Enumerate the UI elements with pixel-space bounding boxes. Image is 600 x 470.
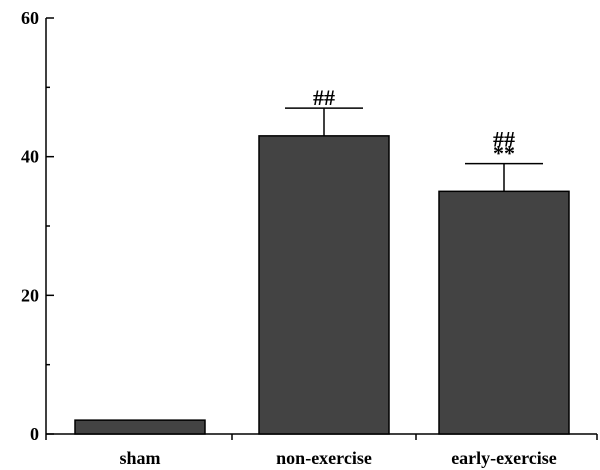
error-bars-layer — [285, 107, 543, 192]
bar — [438, 190, 570, 435]
x-category-label: non-exercise — [276, 448, 372, 468]
labels-layer: sham non-exercise##early-exercise##** — [119, 85, 556, 468]
significance-annotation: ## — [313, 85, 335, 110]
y-tick-label: 40 — [21, 147, 39, 167]
bar — [74, 419, 206, 435]
y-tick-label: 0 — [30, 424, 39, 444]
x-category-label: early-exercise — [451, 448, 557, 468]
bars-layer — [74, 135, 570, 435]
significance-annotation: ## — [493, 127, 515, 152]
significance-annotation: ** — [493, 141, 515, 166]
x-category-label: sham — [119, 448, 160, 468]
y-tick-label: 20 — [21, 285, 39, 305]
bar — [258, 135, 390, 435]
y-tick-label: 60 — [21, 8, 39, 28]
